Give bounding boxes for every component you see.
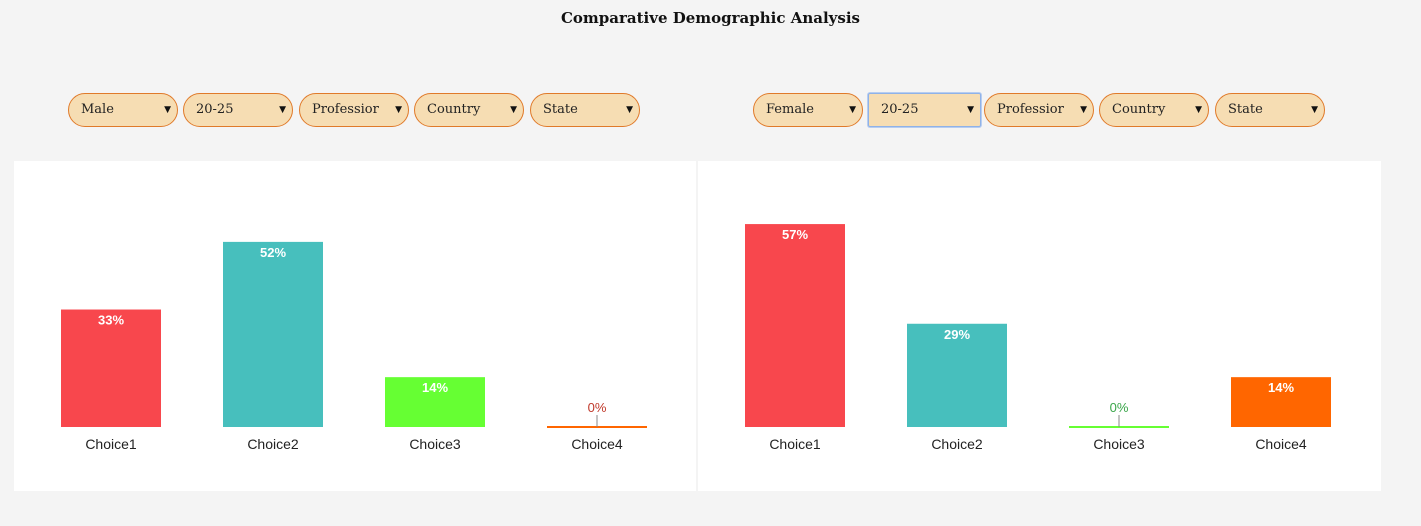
select-value: State	[1228, 102, 1263, 117]
category-label: Choice3	[409, 436, 461, 452]
bar-choice4	[1231, 377, 1331, 427]
profession-select[interactable]: Professior ▼	[984, 93, 1094, 127]
bar-value-label: 14%	[1268, 380, 1294, 395]
chart-panel-right: 57% Choice1 29% Choice2 0% Choice3 14% Choice4	[698, 161, 1381, 491]
bar-choice3	[385, 377, 485, 427]
country-select[interactable]: Country ▼	[1099, 93, 1209, 127]
category-label: Choice3	[1093, 436, 1145, 452]
bar-value-label: 57%	[782, 227, 808, 242]
state-select[interactable]: State ▼	[1215, 93, 1325, 127]
profession-select[interactable]: Professior ▼	[299, 93, 409, 127]
country-select[interactable]: Country ▼	[414, 93, 524, 127]
dropdown-arrow-icon: ▼	[626, 105, 633, 115]
bar-choice2	[907, 323, 1007, 427]
gender-select[interactable]: Female ▼	[753, 93, 863, 127]
dropdown-arrow-icon: ▼	[279, 105, 286, 115]
dropdown-arrow-icon: ▼	[1311, 105, 1318, 115]
dropdown-arrow-icon: ▼	[164, 105, 171, 115]
bar-value-label: 14%	[422, 380, 448, 395]
bar-chart-left: 33% Choice1 52% Choice2 14% Choice3 0% Choice4	[61, 241, 647, 452]
bar-choice1	[745, 224, 845, 427]
bar-value-label: 29%	[944, 327, 970, 342]
state-select[interactable]: State ▼	[530, 93, 640, 127]
gender-select[interactable]: Male ▼	[68, 93, 178, 127]
dropdown-arrow-icon: ▼	[849, 105, 856, 115]
dropdown-arrow-icon: ▼	[967, 105, 974, 115]
category-label: Choice4	[571, 436, 623, 452]
chart-panel-left: 33% Choice1 52% Choice2 14% Choice3 0% Choice4	[14, 161, 696, 491]
bar-value-label: 0%	[1110, 400, 1129, 415]
bar-value-label: 33%	[98, 313, 124, 328]
bar-value-label: 52%	[260, 245, 286, 260]
category-label: Choice4	[1255, 436, 1307, 452]
select-value: State	[543, 102, 578, 117]
category-label: Choice1	[769, 436, 821, 452]
category-label: Choice2	[247, 436, 299, 452]
dropdown-arrow-icon: ▼	[395, 105, 402, 115]
category-label: Choice2	[931, 436, 983, 452]
select-value: Professior	[312, 102, 379, 117]
select-value: Country	[1112, 102, 1166, 117]
select-value: 20-25	[196, 102, 234, 117]
age-select[interactable]: 20-25 ▼	[183, 93, 293, 127]
select-value: Professior	[997, 102, 1064, 117]
dropdown-arrow-icon: ▼	[1195, 105, 1202, 115]
select-value: Male	[81, 102, 114, 117]
age-select[interactable]: 20-25 ▼	[868, 93, 981, 127]
select-value: Country	[427, 102, 481, 117]
bar-choice1	[61, 309, 161, 427]
page-title: Comparative Demographic Analysis	[560, 9, 860, 27]
dropdown-arrow-icon: ▼	[1080, 105, 1087, 115]
select-value: Female	[766, 102, 814, 117]
dropdown-arrow-icon: ▼	[510, 105, 517, 115]
category-label: Choice1	[85, 436, 137, 452]
select-value: 20-25	[881, 102, 919, 117]
bar-chart-right: 57% Choice1 29% Choice2 0% Choice3 14% Choice4	[745, 224, 1331, 452]
bar-choice2	[223, 241, 323, 427]
bar-value-label: 0%	[588, 400, 607, 415]
